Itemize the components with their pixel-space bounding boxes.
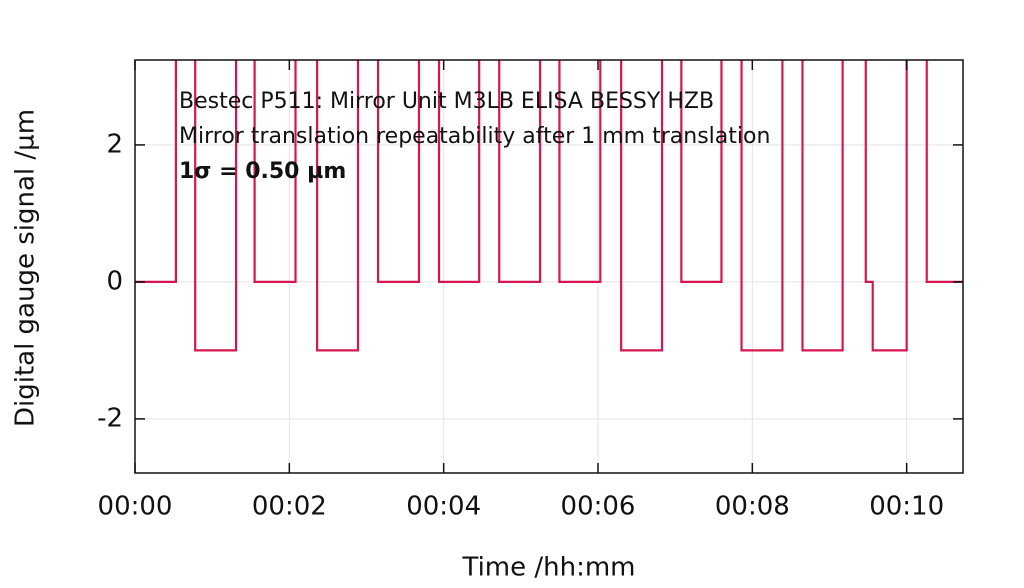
annotation: 1σ = 0.50 µm — [179, 159, 346, 184]
annotation: Bestec P511: Mirror Unit M3LB ELISA BESS… — [179, 89, 714, 114]
plot-area — [135, 60, 963, 352]
x-tick-label: 00:02 — [252, 492, 327, 522]
y-tick-label: 2 — [106, 129, 123, 159]
x-tick-label: 00:00 — [98, 492, 173, 522]
y-tick-label: 0 — [106, 266, 123, 296]
plot-frame — [134, 59, 964, 474]
y-tick-label: -2 — [97, 403, 123, 433]
x-axis-label: Time /hh:mm — [461, 553, 635, 583]
x-tick-label: 00:08 — [715, 492, 790, 522]
x-tick-label: 00:10 — [869, 492, 944, 522]
data-line — [135, 60, 963, 352]
x-tick-label: 00:06 — [561, 492, 636, 522]
grid — [134, 60, 963, 473]
y-axis-label: Digital gauge signal /µm — [11, 109, 41, 427]
annotation: Mirror translation repeatability after 1… — [179, 124, 770, 149]
x-tick-label: 00:04 — [406, 492, 481, 522]
